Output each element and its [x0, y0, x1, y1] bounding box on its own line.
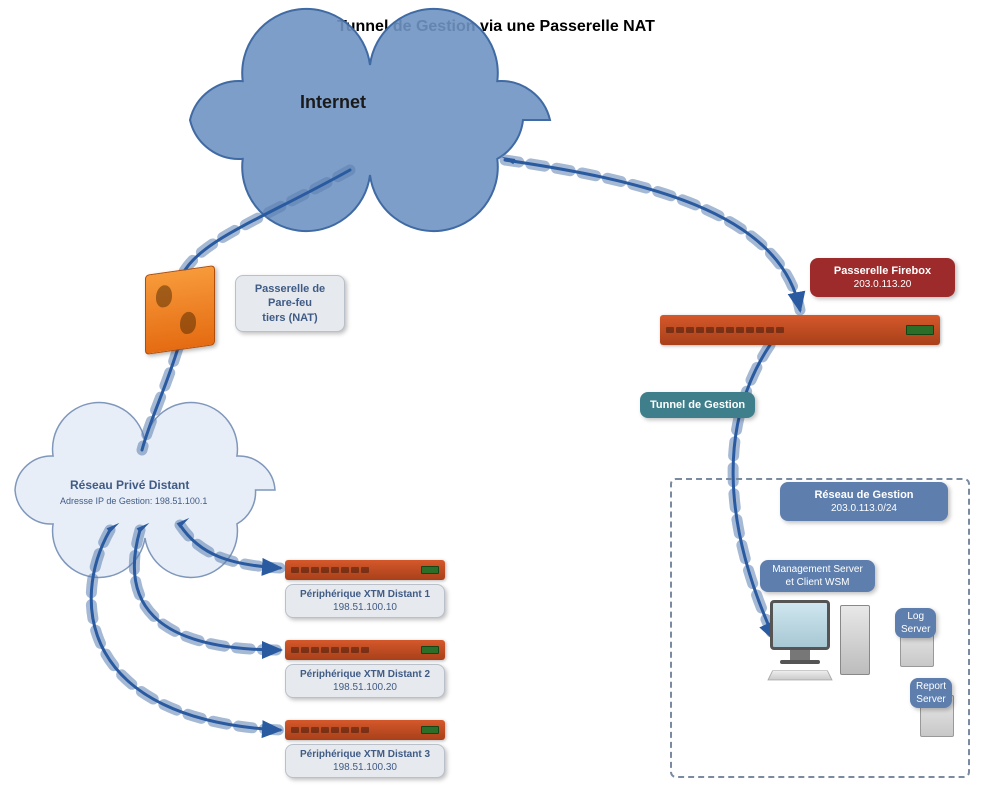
firewall-icon	[145, 265, 215, 355]
remote-device-label: Périphérique XTM Distant 1198.51.100.10	[285, 584, 445, 618]
tunnel-label: Tunnel de Gestion	[640, 392, 755, 418]
report-text: Report Server	[916, 680, 946, 706]
report-server-label: Report Server	[910, 678, 952, 708]
log-text: Log Server	[901, 610, 930, 636]
firebox-sub: 203.0.113.20	[820, 278, 945, 291]
nat-line2: Pare-feu	[246, 296, 334, 310]
nat-line1: Passerelle de	[246, 282, 334, 296]
log-server-label: Log Server	[895, 608, 936, 638]
remote-device-sub: 198.51.100.20	[290, 681, 440, 694]
tunnel-text: Tunnel de Gestion	[650, 398, 745, 412]
remote-device-title: Périphérique XTM Distant 3	[290, 748, 440, 761]
remote-device	[285, 640, 445, 660]
internet-label: Internet	[300, 92, 366, 113]
remote-device-label: Périphérique XTM Distant 3198.51.100.30	[285, 744, 445, 778]
remote-device-sub: 198.51.100.30	[290, 761, 440, 774]
mgmt-sub: 203.0.113.0/24	[790, 502, 938, 515]
remote-device-title: Périphérique XTM Distant 2	[290, 668, 440, 681]
remote-device-label: Périphérique XTM Distant 2198.51.100.20	[285, 664, 445, 698]
remote-device-sub: 198.51.100.10	[290, 601, 440, 614]
firebox-device	[660, 315, 940, 345]
remote-device-title: Périphérique XTM Distant 1	[290, 588, 440, 601]
firebox-title: Passerelle Firebox	[820, 264, 945, 278]
remote-device	[285, 560, 445, 580]
nat-line3: tiers (NAT)	[246, 311, 334, 325]
firebox-gateway-label: Passerelle Firebox 203.0.113.20	[810, 258, 955, 297]
mgmt-network-label: Réseau de Gestion 203.0.113.0/24	[780, 482, 948, 521]
remote-device	[285, 720, 445, 740]
private-net-title: Réseau Privé Distant	[70, 478, 189, 492]
private-net-sub: Adresse IP de Gestion: 198.51.100.1	[60, 496, 207, 506]
nat-gateway-label: Passerelle de Pare-feu tiers (NAT)	[235, 275, 345, 332]
diagram-canvas: Internet Passerelle de Pare-feu tiers (N…	[0, 0, 992, 804]
mgmt-server-label: Management Server et Client WSM	[760, 560, 875, 592]
internet-cloud	[190, 9, 550, 231]
mgmt-srv-l2: et Client WSM	[766, 576, 869, 589]
mgmt-srv-l1: Management Server	[766, 563, 869, 576]
mgmt-computer-icon	[770, 600, 830, 682]
mgmt-tower-icon	[840, 605, 870, 675]
mgmt-title: Réseau de Gestion	[790, 488, 938, 502]
